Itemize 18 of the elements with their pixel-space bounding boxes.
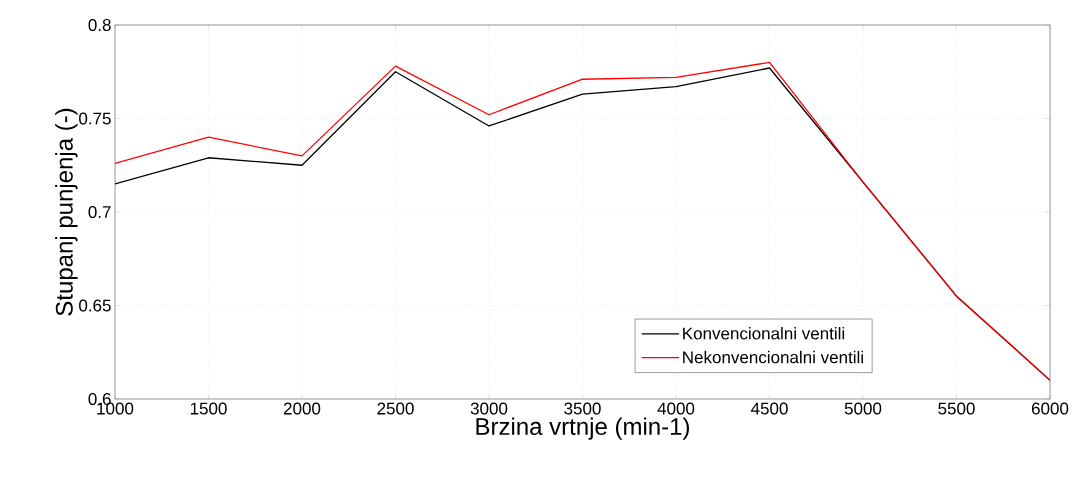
x-tick-label: 2000	[283, 402, 321, 415]
x-tick-label: 1500	[190, 402, 227, 415]
x-tick-label: 6000	[1031, 402, 1069, 415]
x-tick-label: 5500	[938, 402, 975, 415]
x-tick-label: 3000	[470, 402, 508, 415]
y-tick-label: 0.8	[88, 18, 111, 32]
x-tick-label: 5000	[844, 402, 882, 415]
y-tick-label: 0.7	[88, 205, 111, 219]
y-tick-label: 0.75	[79, 112, 111, 125]
y-axis-title: Stupanj punjenja (-)	[55, 108, 78, 316]
x-axis-title: Brzina vrtnje (min-1)	[476, 417, 689, 440]
legend-label: Konvencionalni ventili	[683, 327, 845, 340]
x-tick-label: 4000	[657, 402, 695, 415]
x-tick-label: 2500	[377, 402, 414, 415]
x-tick-label: 4500	[750, 402, 788, 415]
x-tick-label: 3500	[564, 402, 601, 415]
legend-label: Nekonvencionalni ventili	[683, 350, 863, 364]
y-tick-label: 0.65	[79, 299, 111, 312]
